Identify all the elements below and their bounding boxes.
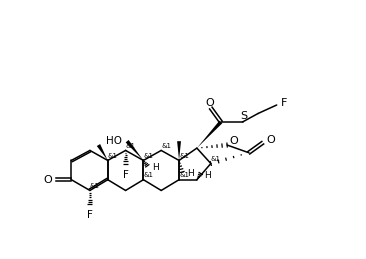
Text: &1: &1 — [143, 172, 153, 178]
Polygon shape — [197, 121, 222, 148]
Text: F: F — [281, 98, 287, 109]
Text: &1: &1 — [126, 143, 135, 149]
Text: O: O — [43, 175, 52, 185]
Text: &1: &1 — [143, 153, 153, 159]
Polygon shape — [177, 141, 181, 160]
Text: &1: &1 — [179, 172, 189, 178]
Text: &1: &1 — [211, 156, 221, 162]
Text: O: O — [229, 136, 238, 146]
Text: S: S — [240, 111, 247, 121]
Text: &1: &1 — [179, 153, 189, 159]
Text: &1: &1 — [108, 153, 118, 159]
Text: H: H — [204, 171, 210, 179]
Text: O: O — [205, 98, 214, 109]
Text: &1: &1 — [90, 183, 100, 189]
Text: H: H — [152, 163, 159, 172]
Text: &1: &1 — [161, 143, 171, 149]
Text: HO: HO — [107, 136, 123, 146]
Text: O: O — [266, 135, 275, 145]
Text: H: H — [187, 169, 194, 178]
Text: F: F — [123, 170, 128, 180]
Text: F: F — [87, 211, 93, 220]
Polygon shape — [97, 144, 108, 160]
Polygon shape — [126, 140, 143, 160]
